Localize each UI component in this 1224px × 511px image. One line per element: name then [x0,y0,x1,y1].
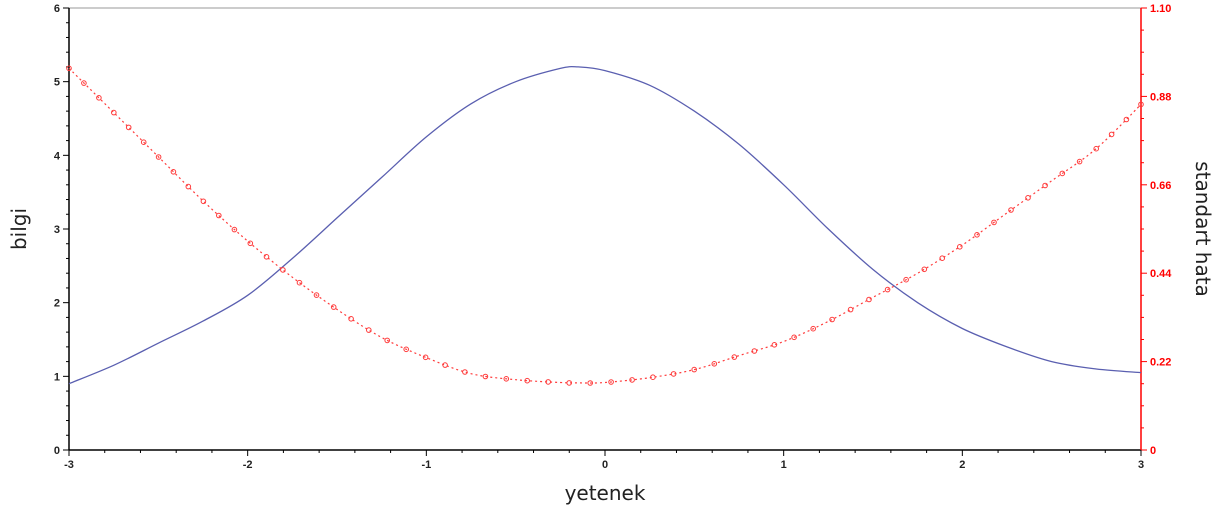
standard-error-marker [247,240,254,247]
y-tick-label: 1 [54,371,60,383]
standard-error-marker [829,316,835,323]
standard-error-marker [751,348,758,354]
standard-error-marker [921,266,928,273]
standard-error-marker [711,361,718,367]
standard-error-marker [403,346,410,353]
standard-error-marker [1076,158,1083,165]
x-ticks: -3 -2 -1 0 1 2 3 [64,450,1144,471]
standard-error-marker [231,226,238,233]
standard-error-marker [263,253,270,260]
standard-error-marker [1138,101,1144,108]
x-tick-label: 0 [602,459,608,471]
standard-error-marker [366,327,372,333]
y-axis-title: bilgi [7,208,31,250]
standard-error-marker [1059,170,1066,177]
standard-error-marker [185,183,192,190]
standard-error-marker [810,325,817,332]
information-curve-line [68,65,1142,385]
standard-error-marker [111,109,117,116]
x-tick-label: 3 [1138,459,1144,471]
standard-error-marker [296,279,303,286]
y-tick-label: 5 [54,77,60,89]
standard-error-marker [384,337,391,344]
standard-error-marker [216,212,222,219]
standard-error-marker [587,380,594,386]
standard-error-marker [81,80,87,86]
standard-error-marker [348,316,354,322]
y2-tick-label: 0 [1150,445,1156,457]
standard-error-marker [847,306,854,313]
standard-error-marker [1108,131,1115,138]
standard-error-marker [280,267,286,273]
standard-error-marker [691,366,698,373]
standard-error-marker [140,139,147,145]
standard-error-marker [791,334,797,341]
series-information-curve [68,65,1142,385]
standard-error-marker [545,379,552,385]
standard-error-marker [1008,207,1014,213]
standard-error-marker [1042,182,1048,189]
x-tick-label: 1 [781,459,787,471]
right-ticks: 0 0.22 0.44 0.66 0.88 1.10 [1141,3,1172,457]
standard-error-marker [629,377,635,383]
standard-error-marker [155,154,162,160]
standard-error-marker [903,276,909,283]
y2-tick-label: 0.66 [1150,180,1171,192]
standard-error-marker [462,369,468,375]
standard-error-marker [96,95,102,101]
standard-error-marker [650,374,656,381]
y-tick-label: 0 [54,445,60,457]
standard-error-marker [482,373,489,380]
standard-error-marker [771,342,778,348]
left-ticks: 0 1 2 3 4 5 6 [54,3,69,457]
standard-error-marker [125,124,132,131]
y-tick-label: 4 [54,150,61,162]
standard-error-marker [974,232,980,238]
standard-error-marker [884,286,891,293]
y2-axis-title: standart hata [1191,161,1215,297]
standard-error-marker [566,380,573,386]
standard-error-marker [939,255,946,262]
y2-tick-label: 1.10 [1150,3,1171,15]
x-tick-label: 2 [959,459,965,471]
standard-error-marker [957,244,963,250]
standard-error-marker [1123,116,1130,123]
standard-error-marker [200,198,207,205]
y-tick-label: 3 [54,224,60,236]
x-tick-label: -3 [64,459,74,471]
standard-error-marker [66,65,72,72]
standard-error-marker [608,379,614,385]
y-tick-label: 2 [54,298,60,310]
y-tick-label: 6 [54,3,60,15]
standard-error-marker [330,304,337,310]
standard-error-marker [422,354,429,361]
standard-error-marker [313,292,320,298]
standard-error-marker [731,354,738,360]
y2-tick-label: 0.44 [1150,268,1172,280]
x-axis-title: yetenek [565,481,646,505]
y2-tick-label: 0.88 [1150,91,1171,103]
standard-error-marker [670,371,677,377]
standard-error-marker [1093,145,1099,152]
y2-tick-label: 0.22 [1150,357,1171,369]
series-standard-error-curve [66,65,1144,386]
standard-error-marker [170,169,177,175]
standard-error-marker [866,296,872,303]
standard-error-marker [1025,195,1031,201]
x-tick-label: -1 [421,459,431,471]
standard-error-marker [442,362,448,368]
standard-error-marker [524,377,531,384]
standard-error-marker [503,376,510,382]
standard-error-marker [991,219,997,226]
x-tick-label: -2 [243,459,253,471]
